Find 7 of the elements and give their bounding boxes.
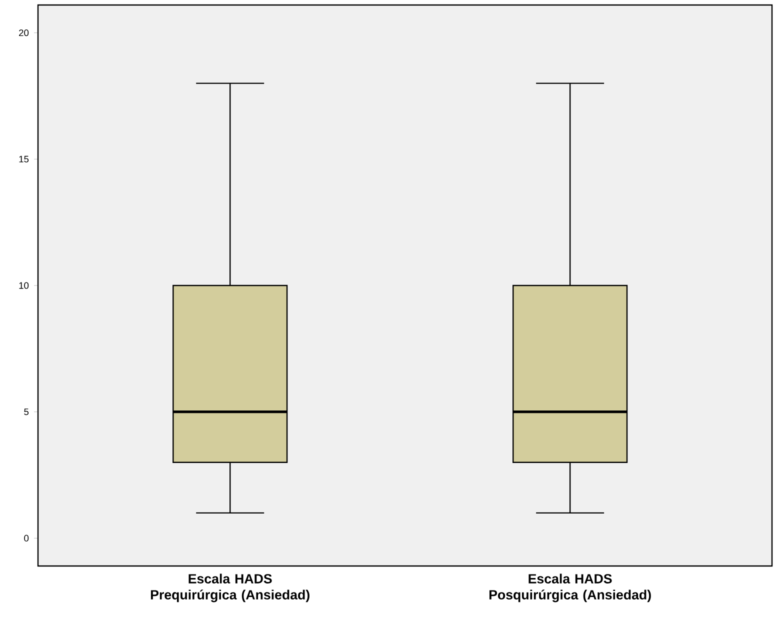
y-tick-label: 15 — [19, 156, 29, 162]
y-tick-label: 5 — [24, 408, 29, 416]
y-tick-label: 20 — [19, 30, 29, 36]
y-tick-label: 0 — [24, 534, 29, 542]
x-tick-label: Escala HADS Posquirúrgica (Ansiedad) — [489, 574, 651, 602]
x-tick-label: Escala HADS Prequirúrgica (Ansiedad) — [150, 574, 310, 602]
y-tick-label: 10 — [19, 282, 29, 289]
